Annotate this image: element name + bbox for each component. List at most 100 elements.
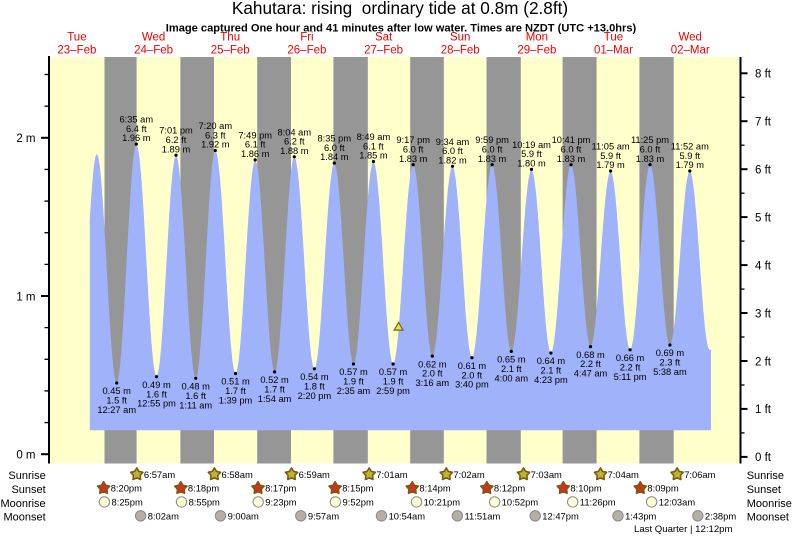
svg-text:9:57am: 9:57am — [308, 510, 339, 521]
svg-text:1.9 ft: 1.9 ft — [343, 377, 364, 387]
svg-text:02–Mar: 02–Mar — [671, 44, 710, 56]
svg-text:1.86 m: 1.86 m — [241, 149, 270, 159]
svg-text:1.7 ft: 1.7 ft — [264, 385, 285, 395]
svg-text:9:23pm: 9:23pm — [265, 497, 296, 508]
svg-text:5:38 am: 5:38 am — [653, 367, 687, 377]
svg-text:24–Feb: 24–Feb — [134, 44, 173, 56]
svg-text:6.0 ft: 6.0 ft — [324, 143, 345, 153]
svg-text:7:20 am: 7:20 am — [199, 121, 233, 131]
svg-text:1.5 ft: 1.5 ft — [106, 396, 127, 406]
svg-text:7 ft: 7 ft — [755, 117, 772, 129]
svg-text:10:41 pm: 10:41 pm — [552, 135, 591, 145]
svg-text:Sunset: Sunset — [11, 484, 45, 496]
svg-text:Moonset: Moonset — [3, 512, 45, 524]
svg-text:1.89 m: 1.89 m — [162, 144, 191, 154]
svg-text:6.0 ft: 6.0 ft — [640, 145, 661, 155]
svg-text:Moonrise: Moonrise — [0, 498, 45, 510]
svg-text:2.1 ft: 2.1 ft — [541, 366, 562, 376]
svg-text:8:12pm: 8:12pm — [494, 483, 525, 494]
svg-text:7:49 pm: 7:49 pm — [238, 130, 272, 140]
svg-text:0.52 m: 0.52 m — [260, 375, 289, 385]
svg-text:5.9 ft: 5.9 ft — [521, 149, 542, 159]
svg-text:4 ft: 4 ft — [755, 260, 772, 272]
svg-text:4:47 am: 4:47 am — [574, 369, 608, 379]
svg-text:1:43pm: 1:43pm — [625, 510, 656, 521]
svg-text:27–Feb: 27–Feb — [364, 44, 403, 56]
svg-text:0.65 m: 0.65 m — [497, 355, 526, 365]
svg-text:1.8 ft: 1.8 ft — [304, 381, 325, 391]
svg-text:12:55 pm: 12:55 pm — [137, 399, 176, 409]
svg-text:Mon: Mon — [526, 31, 548, 43]
svg-text:Sunset: Sunset — [747, 484, 781, 496]
svg-text:10:52pm: 10:52pm — [502, 497, 539, 508]
svg-text:8:15pm: 8:15pm — [342, 483, 373, 494]
svg-text:1.79 m: 1.79 m — [676, 160, 705, 170]
svg-text:8:18pm: 8:18pm — [188, 483, 219, 494]
svg-text:6.0 ft: 6.0 ft — [403, 145, 424, 155]
svg-text:4:00 am: 4:00 am — [495, 373, 529, 383]
svg-text:6:58am: 6:58am — [222, 469, 253, 480]
svg-text:0.64 m: 0.64 m — [537, 356, 566, 366]
svg-text:1.83 m: 1.83 m — [399, 154, 428, 164]
svg-text:26–Feb: 26–Feb — [287, 44, 326, 56]
svg-text:6.0 ft: 6.0 ft — [482, 145, 503, 155]
svg-text:0.57 m: 0.57 m — [379, 367, 408, 377]
svg-text:01–Mar: 01–Mar — [594, 44, 633, 56]
svg-text:2:35 am: 2:35 am — [337, 386, 371, 396]
svg-text:7:03am: 7:03am — [531, 469, 562, 480]
svg-text:6:59am: 6:59am — [299, 469, 330, 480]
svg-text:2.3 ft: 2.3 ft — [660, 358, 681, 368]
svg-text:5.9 ft: 5.9 ft — [679, 151, 700, 161]
svg-text:11:26pm: 11:26pm — [580, 497, 616, 508]
svg-text:2.1 ft: 2.1 ft — [501, 364, 522, 374]
svg-text:Wed: Wed — [142, 31, 165, 43]
svg-text:6.1 ft: 6.1 ft — [363, 141, 384, 151]
svg-text:8:04 am: 8:04 am — [278, 127, 312, 137]
svg-text:8:14pm: 8:14pm — [419, 483, 450, 494]
svg-text:1:54 am: 1:54 am — [258, 394, 292, 404]
svg-text:7:01 pm: 7:01 pm — [159, 126, 193, 136]
svg-text:1.79 m: 1.79 m — [596, 160, 625, 170]
svg-text:4:23 pm: 4:23 pm — [534, 375, 568, 385]
svg-text:0.48 m: 0.48 m — [181, 382, 210, 392]
svg-text:11:51am: 11:51am — [465, 510, 501, 521]
svg-text:8 ft: 8 ft — [755, 69, 772, 81]
svg-text:8:17pm: 8:17pm — [265, 483, 296, 494]
svg-text:3:40 pm: 3:40 pm — [455, 380, 489, 390]
svg-text:1.88 m: 1.88 m — [280, 146, 309, 156]
svg-text:Moonset: Moonset — [747, 512, 789, 524]
svg-text:1.7 ft: 1.7 ft — [225, 386, 246, 396]
svg-text:Last Quarter | 12:12pm: Last Quarter | 12:12pm — [634, 524, 732, 535]
svg-text:Sunrise: Sunrise — [747, 470, 784, 482]
svg-text:8:55pm: 8:55pm — [189, 497, 220, 508]
svg-text:0.49 m: 0.49 m — [142, 380, 171, 390]
svg-text:29–Feb: 29–Feb — [517, 44, 556, 56]
svg-text:0.61 m: 0.61 m — [458, 361, 487, 371]
svg-text:1:39 pm: 1:39 pm — [219, 396, 253, 406]
svg-text:8:02am: 8:02am — [148, 510, 179, 521]
svg-text:2:59 pm: 2:59 pm — [376, 386, 410, 396]
svg-text:10:21pm: 10:21pm — [424, 497, 461, 508]
svg-text:0 m: 0 m — [16, 450, 35, 462]
svg-text:10:54am: 10:54am — [389, 510, 426, 521]
svg-text:Wed: Wed — [678, 31, 701, 43]
svg-text:28–Feb: 28–Feb — [441, 44, 480, 56]
svg-text:9:59 pm: 9:59 pm — [475, 135, 509, 145]
svg-text:Moonrise: Moonrise — [747, 498, 792, 510]
svg-text:6.3 ft: 6.3 ft — [205, 130, 226, 140]
svg-text:Kahutara: rising ordinary tid: Kahutara: rising ordinary tide at 0.8m (… — [232, 0, 568, 18]
svg-text:7:06am: 7:06am — [684, 469, 715, 480]
svg-text:0.45 m: 0.45 m — [102, 386, 131, 396]
svg-text:6.0 ft: 6.0 ft — [442, 146, 463, 156]
svg-text:1.85 m: 1.85 m — [359, 151, 388, 161]
svg-text:1.84 m: 1.84 m — [320, 152, 349, 162]
svg-text:7:04am: 7:04am — [608, 469, 639, 480]
svg-text:1.82 m: 1.82 m — [438, 155, 467, 165]
svg-text:0.69 m: 0.69 m — [656, 348, 685, 358]
svg-text:23–Feb: 23–Feb — [57, 44, 96, 56]
svg-text:Fri: Fri — [300, 31, 313, 43]
svg-text:Tue: Tue — [67, 31, 86, 43]
svg-text:10:19 am: 10:19 am — [512, 140, 551, 150]
svg-text:2 ft: 2 ft — [755, 356, 772, 368]
svg-text:0 ft: 0 ft — [755, 452, 772, 464]
